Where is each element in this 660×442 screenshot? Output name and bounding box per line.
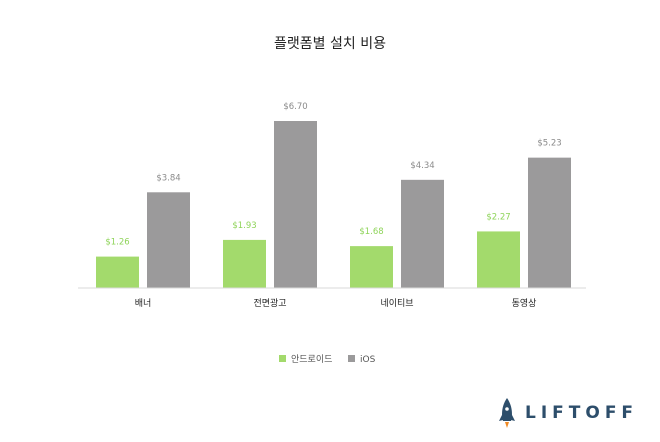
android-value-label-3: $2.27 [486, 212, 510, 222]
ios-value-label-0: $3.84 [156, 173, 180, 183]
ios-bar-3 [528, 157, 571, 288]
rocket-icon [499, 398, 515, 428]
ios-bar-0 [147, 192, 190, 288]
android-value-label-0: $1.26 [105, 238, 129, 248]
category-label-1: 전면광고 [253, 297, 286, 309]
android-bar-2 [350, 246, 393, 288]
category-label-0: 배너 [135, 298, 152, 309]
category-label-2: 네이티브 [380, 298, 413, 309]
liftoff-logo: LIFTOFF [499, 398, 638, 428]
ios-value-label-1: $6.70 [283, 102, 307, 112]
category-label-3: 동영상 [512, 298, 537, 309]
category-labels: 배너 전면광고 네이티브 동영상 [135, 297, 537, 309]
android-bar-0 [96, 256, 139, 288]
android-bar-1 [223, 239, 266, 288]
chart-title: 플랫폼별 설치 비용 [274, 36, 386, 52]
android-bar-3 [477, 231, 520, 288]
ios-bar-1 [274, 121, 317, 288]
legend-swatch-android [279, 355, 286, 362]
legend-swatch-ios [348, 355, 355, 362]
legend-label-ios: iOS [360, 355, 376, 365]
android-value-label-1: $1.93 [232, 221, 256, 231]
legend: 안드로이드 iOS [279, 354, 376, 365]
legend-label-android: 안드로이드 [291, 354, 332, 365]
ios-value-label-2: $4.34 [410, 161, 434, 171]
ios-value-label-3: $5.23 [537, 139, 561, 149]
android-value-label-2: $1.68 [359, 227, 383, 237]
bars-group: $1.26 $3.84 $1.93 $6.70 $1.68 $4.34 $2.27 $5.23 [96, 102, 571, 288]
ios-bar-2 [401, 179, 444, 288]
logo-wordmark: LIFTOFF [525, 403, 638, 423]
